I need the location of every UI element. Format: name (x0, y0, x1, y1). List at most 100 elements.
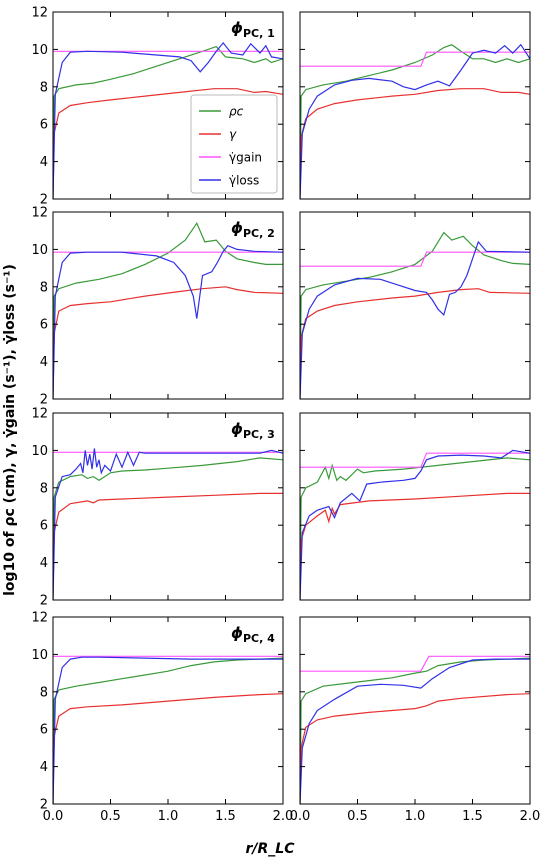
series-gamma (300, 492, 530, 600)
legend-label-rho_c: ρc (229, 105, 244, 119)
panel-title: ϕPC, 3 (231, 420, 275, 441)
panel-title-sub: PC, 2 (243, 227, 275, 240)
plot-area (300, 212, 530, 399)
panel-title: ϕPC, 1 (231, 19, 275, 40)
x-axis-label: r/R_LC (246, 841, 296, 857)
panel-title-main: ϕ (231, 219, 243, 237)
y-tick-label: 8 (40, 481, 48, 496)
panel-title-sub: PC, 4 (243, 632, 275, 645)
panel-title: ϕPC, 4 (231, 624, 275, 645)
panel-2 (299, 11, 531, 200)
series-rho_c (53, 45, 283, 199)
panel-title-sub: PC, 3 (243, 428, 275, 441)
series-group (53, 655, 283, 804)
panel-5: 2 4 6 8 10 12 ϕPC, 3 (31, 407, 284, 609)
series-rho_c (300, 457, 530, 600)
series-loss (300, 658, 530, 804)
series-gamma (53, 492, 283, 600)
series-gain (300, 655, 530, 672)
x-tick-label: 2.0 (520, 809, 541, 824)
y-tick-label: 10 (31, 648, 48, 663)
series-group (300, 43, 530, 199)
y-tick-label: 8 (40, 685, 48, 700)
x-tick-label: 0.5 (100, 809, 121, 824)
x-tick-label: 0.5 (347, 809, 368, 824)
series-group (300, 231, 530, 399)
panel-title-main: ϕ (231, 19, 243, 37)
panel-title: ϕPC, 2 (231, 219, 275, 240)
y-tick-label: 4 (40, 355, 48, 370)
x-tick-label: 1.0 (405, 809, 426, 824)
y-tick-label: 2 (40, 393, 48, 408)
panel-title-sub: PC, 1 (243, 27, 275, 40)
panel-title-main: ϕ (231, 420, 243, 438)
series-loss (300, 449, 530, 600)
panel-3: 2 4 6 8 10 12 ϕPC, 2 (31, 206, 284, 408)
series-rho_c (53, 457, 283, 600)
y-tick-label: 2 (40, 594, 48, 609)
plot-area (300, 413, 530, 600)
series-loss (53, 448, 283, 600)
plot-area (53, 413, 283, 600)
x-tick-label: 1.0 (158, 809, 179, 824)
y-tick-label: 10 (31, 243, 48, 258)
series-gain (300, 452, 530, 468)
y-tick-label: 6 (40, 723, 48, 738)
x-tick-label: 1.5 (462, 809, 483, 824)
y-tick-label: 4 (40, 155, 48, 170)
series-rho_c (300, 44, 530, 199)
y-tick-label: 6 (40, 519, 48, 534)
series-rho_c (300, 657, 530, 804)
series-gamma (53, 88, 283, 199)
y-tick-label: 6 (40, 318, 48, 333)
y-tick-label: 12 (31, 206, 48, 221)
y-tick-label: 10 (31, 43, 48, 58)
plot-area (53, 617, 283, 804)
panel-4 (299, 211, 531, 400)
series-group (53, 448, 283, 600)
x-tick-label: 2.0 (273, 809, 294, 824)
panel-title-main: ϕ (231, 624, 243, 642)
series-rho_c (53, 221, 283, 399)
y-tick-label: 2 (40, 798, 48, 813)
series-rho_c (300, 231, 530, 399)
y-tick-label: 6 (40, 118, 48, 133)
series-gamma (53, 286, 283, 399)
series-group (300, 449, 530, 600)
x-tick-label: 0.0 (290, 809, 311, 824)
series-gamma (300, 88, 530, 199)
series-gain (300, 251, 530, 267)
plot-area (300, 617, 530, 804)
y-tick-label: 12 (31, 6, 48, 21)
x-tick-label: 0.0 (43, 809, 64, 824)
series-loss (53, 656, 283, 804)
series-loss (53, 244, 283, 399)
legend-label-gamma: γ (229, 128, 237, 142)
panel-1: 2 4 6 8 10 12 ϕPC, 1 ρc γ γ̇gain γ̇loss (31, 6, 284, 208)
series-rho_c (53, 657, 283, 804)
y-axis-label: log10 of ρc (cm), γ, γ̇gain (s⁻¹), γ̇los… (2, 264, 18, 596)
series-group (53, 41, 283, 199)
y-tick-label: 4 (40, 556, 48, 571)
y-tick-label: 8 (40, 280, 48, 295)
legend-label-gain: γ̇gain (229, 151, 262, 165)
panel-7: 2 4 6 8 10 12 0.0 0.5 1.0 1.5 2.0 ϕPC, 4 (31, 611, 293, 825)
plot-area (53, 212, 283, 399)
legend: ρc γ γ̇gain γ̇loss (190, 94, 278, 194)
series-gamma (300, 693, 530, 804)
legend-box (190, 94, 278, 194)
series-loss (53, 41, 283, 199)
panel-8: 0.0 0.5 1.0 1.5 2.0 (290, 616, 541, 824)
series-gamma (53, 693, 283, 804)
y-tick-label: 8 (40, 80, 48, 95)
y-tick-label: 12 (31, 407, 48, 422)
plot-area (300, 12, 530, 199)
series-loss (300, 240, 530, 399)
x-tick-label: 1.5 (215, 809, 236, 824)
y-tick-label: 10 (31, 444, 48, 459)
panel-6 (299, 412, 531, 601)
x-axis-label-text: r/R_LC (246, 841, 296, 857)
y-tick-label: 4 (40, 760, 48, 775)
